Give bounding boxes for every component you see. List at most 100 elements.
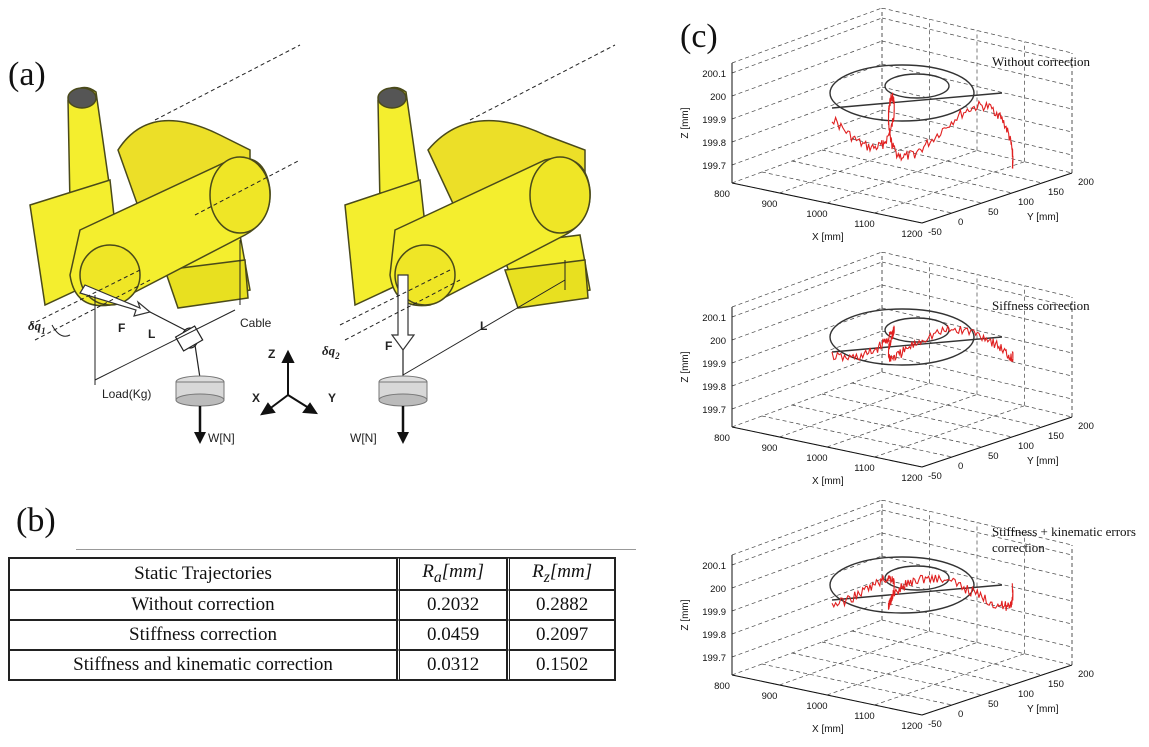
- z-axis-label: Z [mm]: [680, 107, 691, 138]
- x-tick-label: 900: [762, 691, 778, 702]
- label-cable: Cable: [240, 316, 272, 330]
- y-tick-label: 150: [1048, 431, 1064, 442]
- axes-triad: [260, 349, 318, 416]
- x-tick-label: 1000: [806, 453, 827, 464]
- label-dq1: δq1: [28, 318, 46, 336]
- table-header-ra: Ra[mm]: [397, 558, 508, 590]
- x-tick-label: 1100: [854, 219, 874, 230]
- results-table: Static Trajectories Ra[mm] Rz[mm] Withou…: [8, 557, 618, 681]
- y-tick-label: 200: [1078, 177, 1094, 188]
- table-header-rz: Rz[mm]: [507, 558, 615, 590]
- y-axis-label: Y [mm]: [1027, 456, 1059, 467]
- reference-trajectory: [829, 556, 1003, 614]
- z-axis-label: Z [mm]: [680, 351, 691, 382]
- x-tick-label: 800: [714, 681, 730, 692]
- table-cell-rz: 0.1502: [507, 649, 615, 680]
- table-cell-ra: 0.2032: [397, 589, 508, 620]
- grid-lines: [731, 8, 1073, 224]
- y-tick-label: 0: [958, 709, 963, 720]
- grid-lines: [731, 252, 1073, 468]
- axis-lines: [731, 307, 1073, 468]
- y-tick-label: 0: [958, 217, 963, 228]
- z-tick-label: 200.1: [702, 69, 726, 80]
- y-tick-label: -50: [928, 227, 942, 238]
- x-tick-label: 900: [762, 199, 778, 210]
- table-cell-label: Without correction: [9, 589, 398, 620]
- panel-label-a: (a): [8, 56, 46, 93]
- dimension-lines-right: [339, 44, 616, 376]
- label-axis-y: Y: [328, 391, 336, 405]
- label-F-right: F: [385, 339, 392, 353]
- plot-title-line2: correction: [992, 540, 1045, 555]
- plot-stiffness-correction: 200.1200199.9199.8199.780090010001100120…: [680, 252, 1094, 487]
- dimension-lines-left: [29, 44, 301, 385]
- table-cell-label: Stiffness and kinematic correction: [9, 649, 398, 680]
- table-row: Without correction 0.2032 0.2882: [9, 589, 615, 620]
- divider-line: [76, 549, 636, 550]
- z-tick-label: 200: [710, 336, 726, 347]
- x-tick-label: 1200: [901, 229, 922, 240]
- y-tick-label: 50: [988, 207, 999, 218]
- z-tick-label: 199.8: [702, 630, 726, 641]
- label-axis-z: Z: [268, 347, 275, 361]
- label-weight-left: W[N]: [208, 431, 235, 445]
- measured-trajectory: [831, 573, 1014, 611]
- y-tick-label: 200: [1078, 421, 1094, 432]
- axis-lines: [731, 555, 1073, 716]
- axis-lines: [731, 63, 1073, 224]
- table-row: Stiffness correction 0.0459 0.2097: [9, 619, 615, 650]
- y-tick-label: 50: [988, 699, 999, 710]
- z-tick-label: 199.8: [702, 138, 726, 149]
- label-axis-x: X: [252, 391, 260, 405]
- z-tick-label: 200.1: [702, 313, 726, 324]
- table-cell-rz: 0.2097: [507, 619, 615, 650]
- x-tick-label: 1000: [806, 209, 827, 220]
- label-load: Load(Kg): [102, 387, 151, 401]
- x-tick-label: 800: [714, 189, 730, 200]
- y-axis-label: Y [mm]: [1027, 704, 1059, 715]
- z-tick-label: 199.7: [702, 653, 726, 664]
- reference-trajectory: [829, 64, 1003, 122]
- z-tick-label: 199.9: [702, 115, 726, 126]
- z-axis-label: Z [mm]: [680, 599, 691, 630]
- y-tick-label: 200: [1078, 669, 1094, 680]
- x-tick-label: 1000: [806, 701, 827, 712]
- plot-title: Siffness correction: [992, 298, 1090, 313]
- z-tick-label: 200: [710, 92, 726, 103]
- y-tick-label: -50: [928, 719, 942, 730]
- robot-illustration: δq1 δq2 F F L L Cable Load(Kg) W[N] W[N]…: [28, 44, 616, 445]
- plot-stiffness-kinematic-correction: 200.1200199.9199.8199.780090010001100120…: [680, 500, 1136, 735]
- y-tick-label: 0: [958, 461, 963, 472]
- force-arrow-right: [378, 274, 428, 444]
- table-cell-label: Stiffness correction: [9, 619, 398, 650]
- plot-without-correction: 200.1200199.9199.8199.780090010001100120…: [680, 8, 1094, 243]
- panel-label-c: (c): [680, 18, 718, 55]
- measured-trajectory: [831, 92, 1014, 169]
- y-axis-label: Y [mm]: [1027, 212, 1059, 223]
- label-weight-right: W[N]: [350, 431, 377, 445]
- label-dq2: δq2: [322, 343, 340, 361]
- table-row: Stiffness and kinematic correction 0.031…: [9, 649, 615, 680]
- y-tick-label: 100: [1018, 197, 1034, 208]
- x-tick-label: 800: [714, 433, 730, 444]
- y-tick-label: 50: [988, 451, 999, 462]
- table-header-trajectories: Static Trajectories: [9, 558, 398, 590]
- label-L-right: L: [480, 319, 487, 333]
- z-tick-label: 199.8: [702, 382, 726, 393]
- panel-label-b: (b): [16, 502, 56, 539]
- x-tick-label: 900: [762, 443, 778, 454]
- label-F-left: F: [118, 321, 125, 335]
- x-axis-label: X [mm]: [812, 724, 844, 735]
- z-tick-label: 199.9: [702, 359, 726, 370]
- measured-trajectory: [831, 324, 1014, 363]
- plot-title: Stiffness + kinematic errors: [992, 524, 1136, 539]
- x-axis-label: X [mm]: [812, 476, 844, 487]
- z-tick-label: 199.7: [702, 161, 726, 172]
- z-tick-label: 200.1: [702, 561, 726, 572]
- z-tick-label: 200: [710, 584, 726, 595]
- x-tick-label: 1200: [901, 721, 922, 732]
- x-tick-label: 1200: [901, 473, 922, 484]
- plot-title: Without correction: [992, 54, 1091, 69]
- table-header-row: Static Trajectories Ra[mm] Rz[mm]: [9, 558, 615, 590]
- table-cell-rz: 0.2882: [507, 589, 615, 620]
